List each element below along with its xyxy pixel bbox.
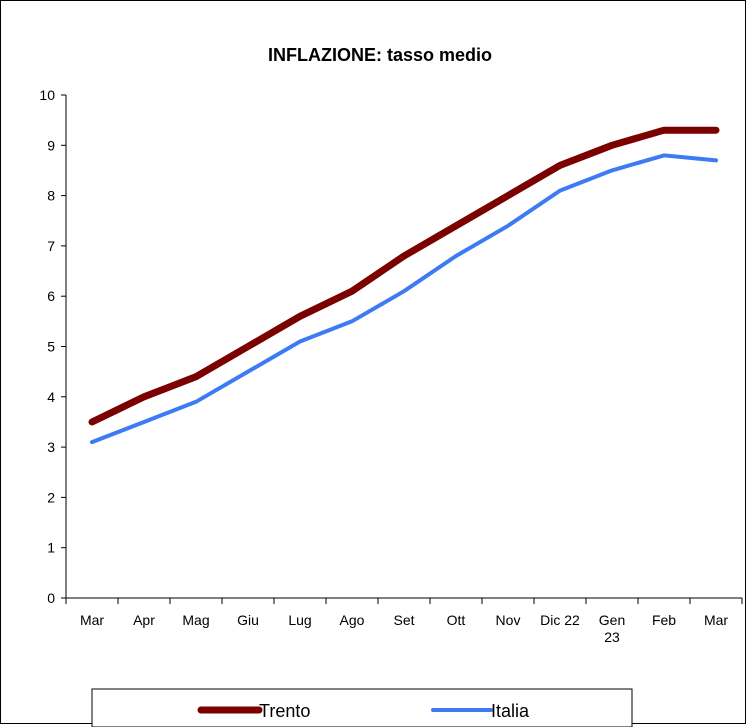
x-tick-label: Apr bbox=[133, 612, 155, 628]
y-tick-label: 0 bbox=[47, 590, 55, 606]
y-tick-label: 1 bbox=[47, 540, 55, 556]
x-tick-label: Lug bbox=[288, 612, 311, 628]
y-tick-label: 2 bbox=[47, 489, 55, 505]
x-tick-label: Giu bbox=[237, 612, 259, 628]
y-tick-label: 4 bbox=[47, 389, 55, 405]
x-tick-label: Ott bbox=[447, 612, 466, 628]
y-tick-label: 6 bbox=[47, 288, 55, 304]
series-line-trento bbox=[88, 126, 720, 426]
x-tick-label: Feb bbox=[652, 612, 676, 628]
y-tick-label: 10 bbox=[39, 87, 55, 103]
legend-label-italia: Italia bbox=[491, 701, 530, 721]
x-tick-label: Set bbox=[393, 612, 414, 628]
series-lines bbox=[88, 126, 720, 445]
x-tick-label-line: Gen bbox=[599, 612, 625, 628]
y-tick-label: 5 bbox=[47, 339, 55, 355]
x-tick-label: Ago bbox=[340, 612, 365, 628]
legend-box bbox=[91, 688, 633, 727]
x-tick-label-line: 23 bbox=[604, 629, 620, 645]
chart-title: INFLAZIONE: tasso medio bbox=[268, 45, 492, 65]
x-tick-label: Gen 23 bbox=[599, 612, 625, 645]
y-tick-label: 3 bbox=[47, 439, 55, 455]
x-tick-label: Mag bbox=[182, 612, 209, 628]
y-tick-label: 8 bbox=[47, 188, 55, 204]
x-tick-label: Mar bbox=[704, 612, 728, 628]
series-line-italia bbox=[90, 153, 718, 445]
x-tick-label: Mar bbox=[80, 612, 104, 628]
legend-label-trento: Trento bbox=[259, 701, 310, 721]
y-tick-label: 7 bbox=[47, 238, 55, 254]
y-tick-label: 9 bbox=[47, 137, 55, 153]
x-tick-label: Nov bbox=[496, 612, 521, 628]
x-tick-label: Dic 22 bbox=[540, 612, 580, 628]
legend: Trento Italia bbox=[91, 688, 633, 727]
